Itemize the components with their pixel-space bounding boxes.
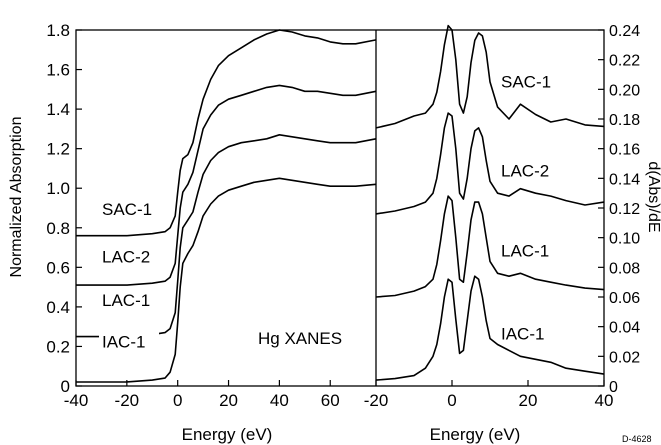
left-series-label-iac-1: IAC-1 (102, 332, 145, 351)
left-series-label-background (99, 198, 159, 219)
left-y-tick-label: 0.8 (46, 219, 70, 238)
left-y-tick-label: 1.0 (46, 179, 70, 198)
left-panel: -40 -20 0 20 40 60 0 0.2 0.4 0.6 0.8 1.0 1.2 1.4 1.6 1.… (8, 21, 377, 444)
left-series-label-lac-2: LAC-2 (102, 247, 150, 266)
right-y-axis-label: d(Abs)/dE (645, 161, 661, 232)
left-x-tick-label: 60 (321, 391, 340, 410)
left-x-tick-label: 0 (173, 391, 182, 410)
left-series-sac-1-line (76, 29, 377, 237)
left-series-label-lac-1: LAC-1 (102, 291, 150, 310)
right-y-tick-label: 0.14 (609, 171, 640, 188)
right-y-tick-label: 0.06 (609, 290, 640, 307)
right-series-label-background (498, 160, 558, 181)
plot-frame (75, 29, 605, 387)
left-series-label-background (99, 246, 159, 267)
left-y-tick-label: 0.2 (46, 337, 70, 356)
right-y-tick-label: 0.16 (609, 142, 640, 159)
left-series-label-background (99, 289, 159, 310)
left-y-tick-label: 0.4 (46, 298, 70, 317)
right-panel: -20 0 20 4000.020.040.060.080.100.120.140.1… (364, 23, 661, 444)
left-y-tick-label: 1.6 (46, 61, 70, 80)
left-series-label-background (99, 331, 159, 352)
left-y-tick-label: 1.4 (46, 100, 70, 119)
left-series-label-sac-1: SAC-1 (102, 200, 152, 219)
right-y-tick-label: 0.08 (609, 260, 640, 277)
right-y-tick-label: 0.20 (609, 82, 640, 99)
left-series-lac-1-line (76, 134, 377, 338)
left-x-tick-label: 40 (270, 391, 289, 410)
left-y-tick-label: 1.2 (46, 140, 70, 159)
right-y-tick-label: 0.12 (609, 201, 640, 218)
figure-id: D-4628 (622, 434, 652, 444)
right-series-label-background (498, 71, 558, 92)
right-series-label-lac-1: LAC-1 (501, 241, 549, 260)
left-x-axis-label: Energy (eV) (182, 425, 273, 444)
right-series-label-lac-2: LAC-2 (501, 161, 549, 180)
left-annotation: Hg XANES (258, 329, 342, 348)
right-x-tick-label: -20 (364, 391, 389, 410)
right-y-tick-label: 0.04 (609, 320, 640, 337)
right-series-lac-1-line (375, 195, 605, 298)
left-y-axis-label: Normalized Absorption (8, 117, 25, 278)
right-y-tick-label: 0 (609, 379, 618, 396)
right-y-tick-label: 0.24 (609, 23, 640, 40)
left-x-tick-label: -20 (115, 391, 140, 410)
right-series-lac-2-line (375, 112, 605, 215)
right-series-label-iac-1: IAC-1 (501, 325, 544, 344)
right-x-axis-label: Energy (eV) (430, 425, 521, 444)
right-x-tick-label: 40 (595, 391, 614, 410)
left-series-iac-1-line (76, 177, 377, 383)
right-y-tick-label: 0.02 (609, 349, 640, 366)
left-y-tick-label: 0 (61, 377, 70, 396)
left-y-tick-label: 0.6 (46, 258, 70, 277)
right-y-tick-label: 0.18 (609, 112, 640, 129)
left-series-lac-2-line (76, 84, 377, 286)
right-series-label-background (498, 323, 558, 344)
right-y-tick-label: 0.22 (609, 53, 640, 70)
right-y-tick-label: 0.10 (609, 231, 640, 248)
right-series-iac-1-line (375, 275, 605, 381)
right-x-tick-label: 20 (519, 391, 538, 410)
right-x-tick-label: 0 (447, 391, 456, 410)
left-x-tick-label: 20 (219, 391, 238, 410)
left-y-tick-label: 1.8 (46, 21, 70, 40)
left-x-tick-label: -40 (64, 391, 89, 410)
right-series-label-background (498, 240, 558, 261)
right-series-label-sac-1: SAC-1 (501, 72, 551, 91)
right-series-sac-1-line (375, 24, 605, 129)
